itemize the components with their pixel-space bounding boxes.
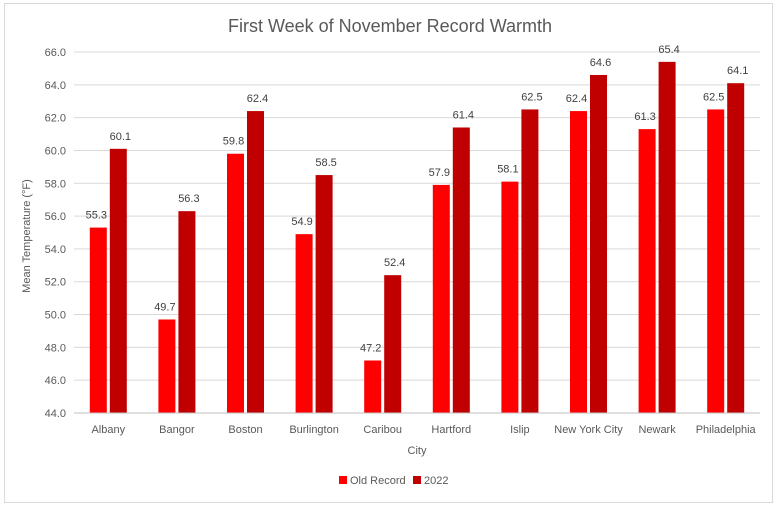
bar-2022 — [247, 111, 264, 413]
bar-old-record — [501, 181, 519, 413]
bar-chart: First Week of November Record Warmth 44.… — [21, 16, 760, 487]
data-label: 61.4 — [453, 109, 474, 121]
legend-label: Old Record — [350, 475, 406, 487]
bar-old-record — [158, 319, 176, 413]
bar-old-record — [638, 129, 656, 413]
y-tick-label: 56.0 — [45, 211, 66, 223]
y-tick-label: 46.0 — [45, 375, 66, 387]
chart-frame: First Week of November Record Warmth 44.… — [4, 3, 773, 503]
y-tick-label: 44.0 — [45, 408, 66, 420]
x-tick-label: Hartford — [431, 424, 471, 436]
data-label: 64.6 — [590, 57, 611, 69]
bar-2022 — [727, 83, 745, 413]
x-axis-title: City — [408, 445, 427, 457]
bar-2022 — [452, 127, 470, 414]
bar-old-record — [570, 111, 587, 413]
bar-2022 — [658, 61, 676, 413]
bar-2022 — [590, 74, 607, 414]
bar-2022 — [178, 211, 196, 413]
legend-swatch — [413, 476, 421, 484]
data-label: 47.2 — [360, 342, 381, 354]
gridlines — [74, 51, 760, 381]
y-tick-label: 54.0 — [45, 244, 66, 256]
data-label: 62.4 — [247, 93, 268, 105]
x-tick-label: Boston — [228, 424, 262, 436]
data-label: 56.3 — [178, 193, 199, 205]
bar-old-record — [364, 360, 382, 413]
x-tick-label: Bangor — [159, 424, 195, 436]
y-axis-title: Mean Temperature (°F) — [21, 179, 33, 293]
data-label: 59.8 — [223, 136, 244, 148]
bar-2022 — [384, 275, 402, 413]
data-label: 52.4 — [384, 257, 405, 269]
data-label: 57.9 — [429, 167, 450, 179]
legend-swatch — [339, 476, 347, 484]
x-tick-label: Newark — [638, 424, 676, 436]
bar-2022 — [315, 175, 333, 413]
y-tick-label: 64.0 — [45, 80, 66, 92]
y-tick-label: 66.0 — [45, 47, 66, 59]
y-tick-label: 58.0 — [45, 178, 66, 190]
y-tick-label: 60.0 — [45, 145, 66, 157]
bar-old-record — [432, 184, 450, 413]
legend: Old Record 2022 — [339, 475, 448, 487]
y-tick-label: 50.0 — [45, 310, 66, 322]
x-tick-label: Caribou — [363, 424, 402, 436]
data-label: 62.4 — [566, 93, 587, 105]
data-label: 65.4 — [658, 44, 679, 56]
x-tick-label: Burlington — [289, 424, 339, 436]
bars — [89, 61, 745, 414]
bar-old-record — [295, 234, 313, 413]
legend-label: 2022 — [424, 475, 448, 487]
x-tick-label: Albany — [91, 424, 125, 436]
bar-old-record — [227, 153, 244, 413]
bar-old-record — [707, 109, 725, 413]
data-label: 61.3 — [634, 111, 655, 123]
x-tick-label: New York City — [554, 424, 623, 436]
data-label: 54.9 — [291, 216, 312, 228]
x-tick-label: Islip — [510, 424, 530, 436]
data-labels: 55.3 60.1 49.7 56.3 59.8 62.4 54.9 58.5 47.2 52.4… — [86, 44, 749, 355]
x-tick-label: Philadelphia — [696, 424, 757, 436]
y-tick-label: 48.0 — [45, 342, 66, 354]
data-label: 62.5 — [521, 91, 542, 103]
bar-old-record — [89, 227, 107, 413]
bar-2022 — [109, 148, 127, 413]
y-axis-ticks: 44.0 46.0 48.0 50.0 52.0 54.0 56.0 58.0 60.0 62.0… — [45, 47, 66, 420]
data-label: 55.3 — [86, 210, 107, 222]
data-label: 64.1 — [727, 65, 748, 77]
data-label: 62.5 — [703, 91, 724, 103]
y-tick-label: 62.0 — [45, 113, 66, 125]
y-tick-label: 52.0 — [45, 277, 66, 289]
bar-2022 — [521, 109, 539, 413]
data-label: 49.7 — [154, 301, 175, 313]
chart-title: First Week of November Record Warmth — [228, 16, 552, 36]
data-label: 58.1 — [497, 164, 518, 176]
x-axis-ticks: Albany Bangor Boston Burlington Caribou Hartf… — [91, 424, 756, 436]
data-label: 58.5 — [315, 157, 336, 169]
data-label: 60.1 — [110, 131, 131, 143]
